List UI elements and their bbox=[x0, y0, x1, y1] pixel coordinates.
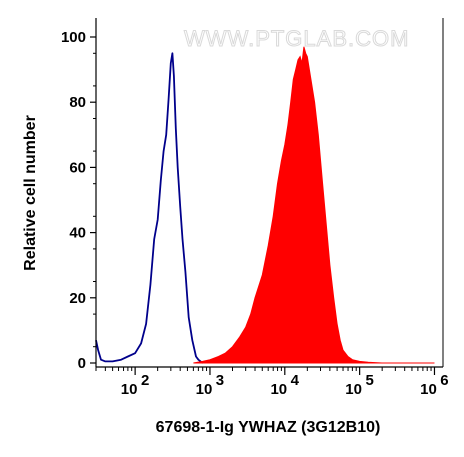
x-axis-title: 67698-1-Ig YWHAZ (3G12B10) bbox=[156, 419, 381, 436]
series-layer bbox=[95, 46, 435, 364]
y-tick-label: 80 bbox=[69, 94, 86, 111]
x-tick-exponent: 5 bbox=[365, 372, 373, 389]
x-tick-exponent: 6 bbox=[440, 372, 448, 389]
outline-histogram-series bbox=[95, 52, 204, 364]
x-tick-label: 10 bbox=[121, 381, 138, 398]
x-tick-label: 10 bbox=[196, 381, 213, 398]
y-axis-title: Relative cell number bbox=[22, 115, 39, 271]
filled-histogram-series bbox=[193, 46, 435, 364]
watermark-text: WWW.PTGLAB.COM bbox=[184, 26, 409, 51]
y-tick-label: 60 bbox=[69, 159, 86, 176]
x-tick-label: 10 bbox=[345, 381, 362, 398]
x-tick-label: 10 bbox=[420, 381, 437, 398]
x-tick-exponent: 3 bbox=[216, 372, 224, 389]
y-tick-label: 20 bbox=[69, 290, 86, 307]
y-tick-label: 0 bbox=[78, 355, 86, 372]
axes-layer bbox=[95, 18, 444, 368]
x-tick-exponent: 4 bbox=[291, 372, 300, 389]
y-tick-label: 40 bbox=[69, 225, 86, 242]
y-tick-label: 100 bbox=[61, 29, 86, 46]
x-tick-exponent: 2 bbox=[141, 372, 149, 389]
x-tick-label: 10 bbox=[270, 381, 287, 398]
